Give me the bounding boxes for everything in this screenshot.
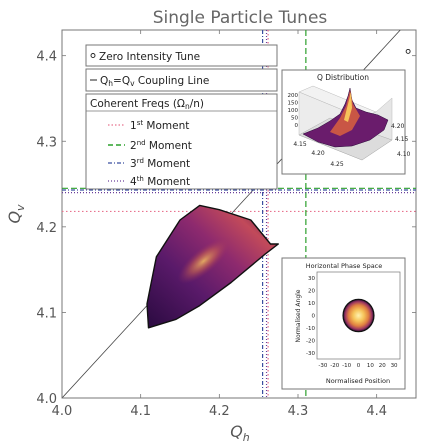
inset-q-xtick-label: 4.25 [330,161,344,168]
x-axis-label: Qh [230,422,250,441]
inset-q-ytick-label: 4.10 [397,151,411,158]
x-tick-label: 4.3 [288,404,309,419]
inset-ps-ytick-label: 20 [308,289,315,295]
inset-q-ztick-label: 0 [295,123,299,129]
inset-q-ztick-label: 50 [291,116,298,122]
inset-q-peak-core [344,92,352,122]
legend-zero-label: Zero Intensity Tune [99,51,200,63]
inset-ps-title: Horizontal Phase Space [306,262,383,270]
y-tick-label: 4.1 [36,306,57,321]
y-tick-label: 4.2 [36,221,57,236]
inset-q-ytick-label: 4.20 [391,123,405,130]
inset-ps-xtick-label: 30 [391,363,398,369]
inset-ps-ylabel: Normalised Angle [295,289,302,342]
y-tick-label: 4.0 [36,392,57,407]
tune-distribution-core [177,238,230,284]
legend-moment2: 2nd Moment [130,139,192,152]
y-axis-label: Qv [5,204,27,224]
inset-ps-ytick-label: 10 [308,301,315,307]
inset-ps-ytick-label: 0 [312,314,316,320]
legend-coherent-title: Coherent Freqs (Ωn/n) [90,98,204,111]
legend: Zero Intensity Tune Qh=Qv Coupling Line … [85,44,278,190]
x-tick-label: 4.2 [209,404,230,419]
y-tick-label: 4.4 [36,50,57,65]
inset-ps-xlabel: Normalised Position [326,377,390,385]
inset-q-ztick-label: 200 [288,93,299,99]
inset-ps-xtick-label: -10 [342,363,351,369]
legend-box-coherent [85,93,278,190]
inset-q-ztick-label: 150 [288,101,299,107]
x-tick-label: 4.0 [52,404,73,419]
chart-title: Single Particle Tunes [153,8,328,28]
axes: 4.0 4.1 4.2 4.3 4.4 4.0 4.1 4.2 4.3 4.4 [36,30,416,419]
legend-coupling-label: Qh=Qv Coupling Line [100,75,209,88]
inset-ps-xtick-label: 0 [357,363,361,369]
zero-tune-marker-icon [90,53,96,58]
inset-ps-ytick-label: -10 [306,326,315,332]
inset-q-peak [330,90,360,136]
inset-ps-xtick-label: -20 [330,363,339,369]
inset-ps-xtick-label: -30 [318,363,327,369]
inset-q-xtick-label: 4.20 [311,150,325,157]
phase-space-beam [342,298,375,333]
inset-phase-space: Horizontal Phase Space -30 -20 -10 0 10 20 303… [281,257,406,390]
legend-box-coupling [85,68,278,92]
zero-intensity-tune-marker [405,48,411,54]
legend-moment3: 3rd Moment [130,157,190,170]
inset-ps-ytick-label: -20 [306,338,315,344]
inset-ps-ytick-label: -30 [306,351,315,357]
inset-ps-xtick-label: 20 [379,363,386,369]
plot-frame [61,29,417,399]
x-tick-label: 4.1 [130,404,151,419]
legend-moment1: 1st Moment [130,119,189,132]
inset-q-ytick-label: 4.15 [395,136,409,143]
legend-moment4: 4th Moment [130,175,190,188]
legend-box-zero [85,44,278,67]
inset-ps-ytick-label: 30 [308,276,315,282]
inset-q-xtick-label: 4.15 [293,141,307,148]
inset-q-ztick-label: 100 [288,108,299,114]
inset-ps-xtick-label: 10 [367,363,374,369]
inset-q-title: Q Distribution [317,73,369,82]
y-tick-label: 4.3 [36,135,57,150]
x-tick-label: 4.4 [366,404,387,419]
